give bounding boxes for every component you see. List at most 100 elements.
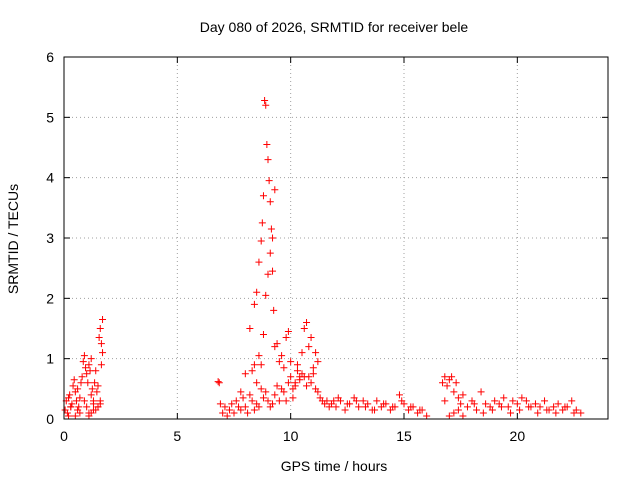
data-point: [214, 378, 222, 386]
data-point: [323, 397, 331, 405]
y-axis-label: SRMTID / TECUs: [5, 184, 21, 294]
data-point: [266, 198, 274, 206]
data-point: [68, 400, 76, 408]
data-point: [371, 406, 379, 414]
data-point: [225, 406, 233, 414]
data-point: [246, 325, 254, 332]
data-point: [273, 382, 281, 390]
axis-ticks: 0 5 10 15 20 0 1 2 3 4 5 6: [46, 49, 608, 444]
data-point: [457, 400, 465, 408]
data-point: [241, 370, 249, 378]
data-point: [264, 397, 272, 405]
data-point: [84, 379, 92, 387]
data-point: [296, 373, 304, 381]
data-point: [66, 391, 74, 399]
data-point: [255, 403, 263, 411]
data-point: [314, 358, 322, 366]
data-point: [262, 291, 270, 299]
data-point: [332, 403, 340, 411]
data-point: [568, 397, 576, 405]
data-point: [97, 361, 105, 369]
data-point: [271, 186, 279, 194]
data-point: [459, 391, 467, 399]
data-point: [473, 406, 481, 414]
data-point: [552, 409, 560, 417]
data-point: [71, 412, 79, 420]
data-point: [395, 391, 403, 399]
data-point: [303, 318, 311, 326]
data-point: [282, 397, 290, 405]
data-point: [269, 234, 277, 242]
y-tick-label: 4: [46, 170, 54, 186]
data-point: [271, 391, 279, 399]
data-point: [263, 140, 271, 148]
data-point: [255, 352, 263, 360]
x-tick-label: 15: [396, 428, 412, 444]
data-point: [259, 394, 267, 402]
data-point: [257, 237, 265, 245]
x-tick-label: 0: [60, 428, 68, 444]
data-point: [87, 355, 95, 363]
data-point: [80, 397, 88, 405]
data-point: [76, 409, 84, 417]
data-point: [509, 397, 517, 405]
data-point: [232, 397, 240, 405]
data-point: [554, 400, 562, 408]
data-point: [536, 403, 544, 411]
x-tick-label: 10: [283, 428, 299, 444]
data-point: [516, 406, 524, 414]
data-point: [477, 388, 485, 396]
data-point: [291, 382, 299, 390]
data-point: [76, 394, 84, 402]
data-point: [219, 409, 227, 417]
data-point: [80, 352, 88, 360]
data-points: [61, 96, 585, 420]
data-point: [93, 388, 101, 396]
data-point: [570, 409, 578, 417]
data-point: [95, 334, 103, 342]
data-point: [439, 379, 447, 387]
data-point: [309, 364, 317, 372]
data-point: [259, 192, 267, 200]
data-point: [63, 409, 71, 417]
data-point: [334, 394, 342, 402]
data-point: [230, 409, 238, 417]
data-point: [228, 400, 236, 408]
data-point: [293, 361, 301, 369]
data-point: [423, 412, 431, 420]
data-point: [380, 400, 388, 408]
data-point: [257, 385, 265, 393]
data-point: [237, 388, 245, 396]
data-point: [531, 400, 539, 408]
data-point: [250, 300, 258, 308]
data-point: [258, 219, 266, 227]
chart-title: Day 080 of 2026, SRMTID for receiver bel…: [200, 19, 469, 35]
data-point: [266, 249, 274, 257]
data-point: [287, 358, 295, 366]
data-point: [267, 225, 275, 233]
data-point: [255, 258, 263, 266]
data-point: [507, 409, 515, 417]
data-point: [298, 349, 306, 357]
data-point: [239, 394, 247, 402]
data-point: [522, 397, 530, 405]
data-point: [488, 406, 496, 414]
data-point: [448, 373, 456, 381]
data-point: [269, 400, 277, 408]
data-point: [450, 409, 458, 417]
data-point: [221, 403, 229, 411]
data-point: [246, 391, 254, 399]
data-point: [85, 361, 93, 369]
data-point: [92, 367, 100, 375]
data-point: [373, 397, 381, 405]
data-point: [79, 358, 87, 366]
data-point: [300, 325, 308, 332]
data-point: [215, 379, 223, 387]
data-point: [389, 403, 397, 411]
data-point: [67, 403, 75, 411]
data-point: [305, 373, 313, 381]
data-point: [250, 406, 258, 414]
data-point: [450, 388, 458, 396]
data-point: [305, 343, 313, 351]
data-point: [89, 400, 97, 408]
